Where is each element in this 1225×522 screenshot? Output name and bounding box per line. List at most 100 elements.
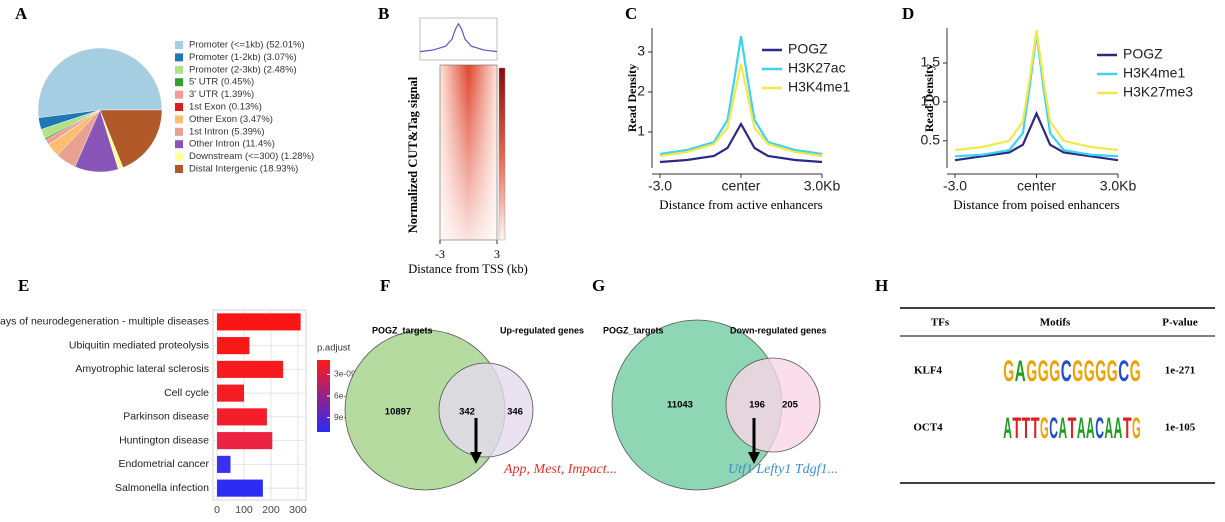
gene-list: App, Mest, Impact... (503, 462, 617, 477)
pie-slice (99, 109, 163, 168)
set-label: Up-regulated genes (500, 325, 584, 335)
motif-letter: A (1003, 412, 1012, 445)
legend-label: H3K4me1 (1123, 65, 1185, 81)
motif-letter: G (1026, 355, 1037, 388)
arrow-head (470, 452, 482, 464)
tf-name: KLF4 (914, 365, 943, 377)
legend-label: Promoter (1-2kb) (3.07%) (189, 52, 297, 63)
x-tick-label: 0 (214, 504, 220, 516)
y-axis-label: Normalized CUT&Tag signal (406, 76, 420, 233)
x-axis-label: Distance from active enhancers (659, 197, 823, 212)
y-tick-label: Pathways of neurodegeneration - multiple… (0, 316, 209, 328)
legend-swatch (175, 140, 183, 149)
colorbar-title: p.adjust (317, 343, 351, 354)
heatmap-fade (440, 65, 497, 240)
x-tick-label: -3 (435, 247, 445, 261)
bar (217, 432, 273, 450)
x-tick-label: 3 (494, 247, 500, 261)
y-tick-label: Cell cycle (164, 387, 209, 399)
bar (217, 455, 231, 473)
x-tick-label: 200 (262, 504, 280, 516)
y-tick-label: Huntington disease (119, 434, 209, 446)
x-tick-label: 3.0Kb (804, 178, 841, 194)
set-count: 10897 (385, 407, 411, 418)
legend-label: Promoter (<=1kb) (52.01%) (189, 40, 305, 51)
motif-letter: T (1031, 412, 1040, 445)
panel-label: B (378, 4, 389, 23)
y-tick-label: Amyotrophic lateral sclerosis (75, 363, 209, 375)
panel-label: A (15, 4, 28, 23)
x-tick-label: center (1017, 178, 1056, 194)
motif-letter: T (1068, 412, 1077, 445)
motif-letter: G (1107, 355, 1118, 388)
set-count: 205 (782, 400, 799, 411)
motif-letter: G (1132, 412, 1141, 445)
motif-letter: A (1104, 412, 1113, 445)
y-tick-label: 1 (637, 123, 645, 139)
legend-label: Other Exon (3.47%) (189, 114, 273, 125)
bar (217, 313, 301, 331)
motif-letter: G (1040, 412, 1049, 445)
motif-letter: C (1118, 355, 1129, 388)
legend-label: 1st Exon (0.13%) (189, 102, 262, 113)
x-tick-label: 100 (235, 504, 253, 516)
series-line (954, 30, 1119, 152)
x-tick-label: -3.0 (648, 178, 672, 194)
legend-label: Other Intron (11.4%) (189, 139, 275, 150)
motif-letter: T (1012, 412, 1021, 445)
y-tick-label: 1.5 (921, 54, 941, 70)
motif-letter: G (1084, 355, 1095, 388)
x-axis-label: Distance from poised enhancers (953, 197, 1119, 212)
set-count: 11043 (667, 400, 693, 411)
legend-label: 1st Intron (5.39%) (189, 126, 265, 137)
y-axis-label: Read Density (625, 64, 639, 132)
set-count: 196 (749, 400, 765, 411)
motif-letter: T (1123, 412, 1132, 445)
colorbar-tick-label: 6e-09 (334, 390, 356, 400)
colorbar (498, 67, 506, 241)
motif-letter: A (1015, 355, 1026, 388)
motif-letter: G (1038, 355, 1049, 388)
legend-label: H3K4me1 (788, 79, 850, 95)
tf-name: OCT4 (913, 422, 943, 434)
set-label: POGZ_targets (603, 325, 664, 335)
set-count: 342 (459, 407, 475, 418)
gene-list: Utf1 Lefty1 Tdgf1... (728, 462, 838, 477)
x-tick-label: 300 (289, 504, 307, 516)
motif-letter: A (1086, 412, 1095, 445)
legend-label: POGZ (788, 41, 828, 57)
set-count: 346 (507, 407, 523, 418)
series-line (659, 121, 823, 164)
legend-label: Promoter (2-3kb) (2.48%) (189, 64, 297, 75)
set-label: Down-regulated genes (730, 325, 827, 335)
y-tick-label: 2 (637, 83, 645, 99)
legend-swatch (175, 41, 183, 49)
motif-letter: C (1049, 412, 1058, 445)
legend-label: 3' UTR (1.39%) (189, 89, 254, 100)
y-axis-label: Read Density (922, 64, 936, 132)
set-label: POGZ_targets (372, 325, 433, 335)
motif-letter: T (1022, 412, 1031, 445)
motif-letter: A (1058, 412, 1067, 445)
panel-label: C (625, 4, 637, 23)
legend-swatch (175, 115, 183, 124)
legend-label: 5' UTR (0.45%) (189, 77, 254, 88)
motif-letter: G (1130, 355, 1141, 388)
venn-circle (725, 357, 821, 453)
pie-slice (37, 47, 163, 119)
legend-label: H3K27me3 (1123, 84, 1193, 100)
bar (217, 360, 284, 378)
y-tick-label: Ubiquitin mediated proteolysis (69, 339, 209, 351)
motif-letter: G (1095, 355, 1106, 388)
motif-letter: G (1049, 355, 1060, 388)
legend-label: Downstream (<=300) (1.28%) (189, 151, 314, 162)
colorbar (317, 360, 330, 432)
legend-swatch (175, 152, 183, 161)
legend-swatch (175, 78, 183, 87)
legend-label: Distal Intergenic (18.93%) (189, 164, 298, 175)
table-header: Motifs (1040, 317, 1071, 329)
bar (217, 479, 263, 497)
colorbar-tick-label: 3e-09 (334, 369, 356, 379)
profile-frame (419, 17, 498, 61)
